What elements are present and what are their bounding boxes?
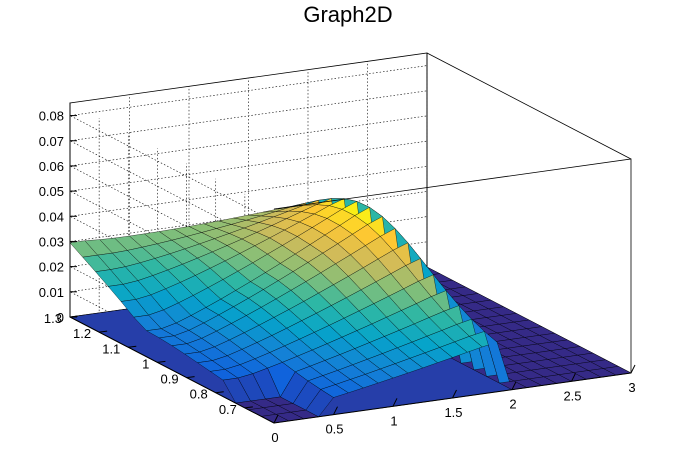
x-tick-label: 0 <box>271 430 278 445</box>
y-tick-label: 1.2 <box>73 326 91 341</box>
z-gridline <box>69 65 428 222</box>
right-top-edge <box>426 52 632 160</box>
x-tick <box>452 389 457 399</box>
y-tick-label: 1.3 <box>44 311 62 326</box>
z-tick-label: 0.06 <box>39 159 64 174</box>
y-tick <box>186 376 195 379</box>
z-tick-label: 0.02 <box>39 260 64 275</box>
y-tick-label: 0.7 <box>219 402 237 417</box>
x-tick-label: 1.5 <box>444 405 462 420</box>
chart-title: Graph2D <box>303 2 393 27</box>
y-axis <box>69 316 275 424</box>
z-tick-label: 0.07 <box>39 134 64 149</box>
x-tick-label: 0.5 <box>325 422 343 437</box>
front-edges <box>273 52 632 373</box>
surface-mesh <box>69 198 632 424</box>
z-tick-label: 0.08 <box>39 109 64 124</box>
x-tick <box>273 414 279 424</box>
y-tick <box>157 360 166 363</box>
tick-labels: 0 0.01 0.02 0.03 0.04 0.05 0.06 0.07 0.08 0 0.5 1 1.… <box>39 109 636 445</box>
y-tick-label: 1.1 <box>102 341 120 356</box>
x-tick <box>571 373 576 382</box>
y-tick <box>69 315 79 318</box>
y-tick <box>99 330 108 333</box>
z-tick-label: 0.01 <box>39 285 64 300</box>
z-tick-label: 0.03 <box>39 235 64 250</box>
z-tick-label: 0 <box>57 310 64 325</box>
x-tick <box>333 406 338 415</box>
z-tick-label: 0.04 <box>39 209 64 224</box>
x-tick <box>511 381 517 390</box>
y-tick <box>244 406 253 409</box>
z-gridline <box>69 140 428 298</box>
x-tick <box>392 398 398 407</box>
y-tick-label: 0.9 <box>161 372 179 387</box>
y-tick <box>215 391 224 394</box>
x-tick <box>630 364 636 374</box>
z-tick-label: 0.05 <box>39 184 64 199</box>
axes <box>69 103 636 424</box>
x-tick-label: 1 <box>390 413 397 428</box>
x-tick-label: 3 <box>628 380 635 395</box>
x-tick-label: 2 <box>509 397 516 412</box>
y-tick-label: 0.8 <box>190 387 208 402</box>
y-tick-label: 1 <box>142 356 149 371</box>
z-gridline <box>69 166 428 323</box>
y-tick <box>128 345 137 348</box>
x-tick-label: 2.5 <box>563 388 581 403</box>
